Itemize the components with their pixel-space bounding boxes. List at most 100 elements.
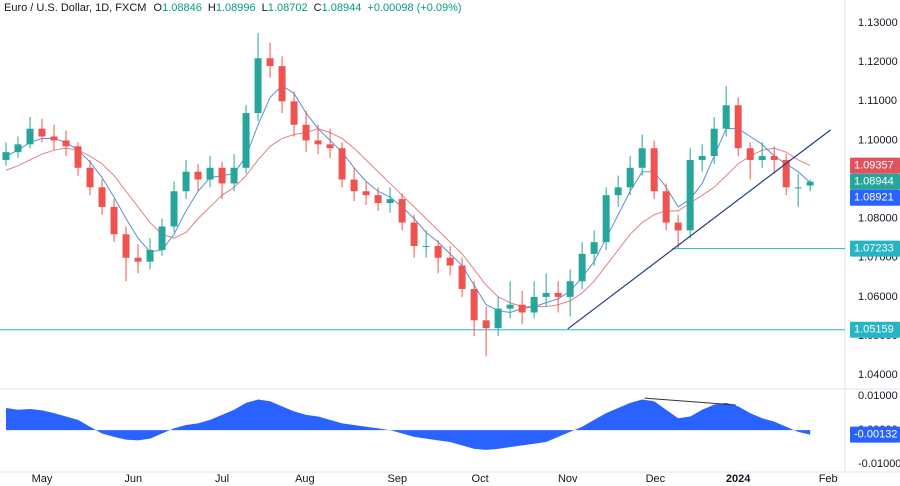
candle-body bbox=[158, 226, 166, 250]
price-tag bbox=[850, 426, 900, 443]
candle-body bbox=[278, 66, 286, 102]
candle-body bbox=[710, 128, 718, 157]
candle-body bbox=[698, 156, 706, 160]
x-tick-label: May bbox=[32, 473, 53, 485]
price-tag bbox=[850, 240, 900, 257]
candle-body bbox=[650, 148, 658, 192]
candle-body bbox=[746, 148, 754, 160]
candle-body bbox=[482, 320, 490, 329]
price-tag-label: 1.07233 bbox=[854, 243, 894, 255]
osc-tick-label: 0.01000 bbox=[858, 390, 898, 402]
candle-body bbox=[494, 308, 502, 329]
candle-body bbox=[362, 191, 370, 196]
candle-body bbox=[518, 304, 526, 313]
candle-body bbox=[350, 179, 358, 192]
candle-body bbox=[326, 144, 334, 149]
candle-body bbox=[302, 124, 310, 141]
x-tick-label: Jun bbox=[124, 473, 142, 485]
price-tag bbox=[850, 157, 900, 174]
candle-body bbox=[758, 156, 766, 160]
ohlc-label: H bbox=[208, 2, 216, 14]
price-tag bbox=[850, 189, 900, 206]
candle-body bbox=[266, 58, 274, 67]
candle-body bbox=[290, 101, 298, 125]
y-tick-label: 1.10000 bbox=[858, 134, 898, 146]
candle-body bbox=[422, 246, 430, 248]
candle-body bbox=[638, 148, 646, 168]
candle-body bbox=[782, 159, 790, 188]
candle-body bbox=[686, 159, 694, 231]
candle-body bbox=[374, 195, 382, 203]
candle-body bbox=[614, 187, 622, 196]
osc-tick-label: -0.01000 bbox=[858, 458, 900, 470]
candle-body bbox=[242, 113, 250, 168]
candle-body bbox=[590, 242, 598, 254]
x-tick-label: Aug bbox=[295, 473, 315, 485]
candle-body bbox=[386, 199, 394, 203]
candle-body bbox=[146, 249, 154, 262]
candle-body bbox=[170, 191, 178, 227]
x-tick-label: Sep bbox=[388, 473, 408, 485]
ohlc-value: 1.08702 bbox=[268, 2, 308, 14]
ohlc-value: 1.08944 bbox=[322, 2, 362, 14]
candle-body bbox=[434, 246, 442, 258]
candle-body bbox=[674, 222, 682, 231]
candle-body bbox=[110, 206, 118, 235]
candle-body bbox=[446, 257, 454, 266]
x-tick-label: 2024 bbox=[726, 473, 751, 485]
candle-body bbox=[122, 234, 130, 258]
candle-body bbox=[794, 187, 802, 189]
price-tag bbox=[850, 321, 900, 338]
chart-title: Euro / U.S. Dollar, 1D, FXCM bbox=[4, 2, 146, 14]
candle-body bbox=[134, 257, 142, 262]
legend-header: Euro / U.S. Dollar, 1D, FXCM O1.08846 H 1… bbox=[4, 2, 462, 14]
candle-body bbox=[530, 296, 538, 313]
candle-body bbox=[770, 156, 778, 160]
candle-body bbox=[566, 281, 574, 297]
osc-trendline bbox=[644, 397, 736, 406]
y-tick-label: 1.13000 bbox=[858, 17, 898, 29]
y-tick-label: 1.11000 bbox=[858, 95, 897, 107]
candle-body bbox=[722, 105, 730, 129]
price-tag-label: 1.08921 bbox=[854, 192, 894, 204]
candle-body bbox=[506, 304, 514, 309]
candle-body bbox=[314, 140, 322, 145]
x-tick-label: Oct bbox=[472, 473, 489, 485]
candle-body bbox=[98, 187, 106, 207]
price-tag-label: -0.00132 bbox=[854, 429, 897, 441]
candle-body bbox=[398, 199, 406, 223]
candle-body bbox=[194, 171, 202, 180]
ohlc-label: L bbox=[262, 2, 268, 14]
ohlc-value: 1.08846 bbox=[162, 2, 202, 14]
candle-body bbox=[542, 292, 550, 297]
candle-body bbox=[458, 265, 466, 290]
candle-body bbox=[14, 144, 22, 153]
ohlc-label: O bbox=[154, 2, 163, 14]
candle-body bbox=[626, 167, 634, 188]
x-tick-label: Nov bbox=[558, 473, 578, 485]
price-tag-label: 1.05159 bbox=[854, 324, 894, 336]
y-tick-label: 1.12000 bbox=[858, 56, 898, 68]
candle-body bbox=[602, 195, 610, 243]
candle-body bbox=[230, 167, 238, 184]
price-tag-label: 1.09357 bbox=[854, 159, 894, 171]
candle-body bbox=[662, 191, 670, 223]
y-tick-label: 1.04000 bbox=[858, 369, 898, 381]
candle-body bbox=[338, 148, 346, 180]
candle-body bbox=[578, 253, 586, 282]
candle-body bbox=[62, 140, 70, 147]
change: +0.00098 (+0.09%) bbox=[367, 2, 461, 14]
candle-body bbox=[470, 289, 478, 321]
x-tick-label: Jul bbox=[215, 473, 229, 485]
ohlc-label: C bbox=[314, 2, 322, 14]
price-tag-label: 1.08944 bbox=[854, 176, 894, 188]
x-tick-label: Feb bbox=[819, 473, 838, 485]
candle-body bbox=[206, 167, 214, 180]
candle-body bbox=[38, 128, 46, 137]
candle-body bbox=[254, 58, 262, 114]
candle-body bbox=[26, 128, 34, 145]
candle-body bbox=[182, 171, 190, 192]
